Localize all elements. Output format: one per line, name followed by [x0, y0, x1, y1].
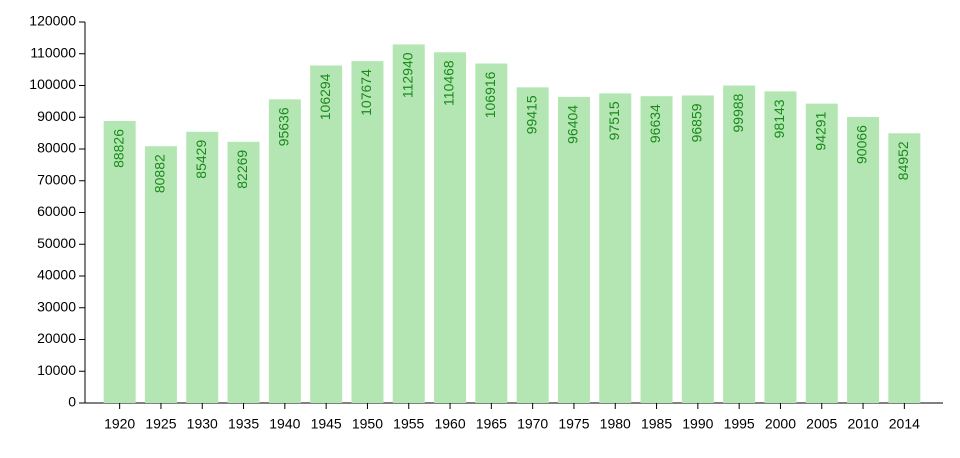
x-tick-label: 1955	[393, 416, 424, 432]
bar	[681, 95, 714, 404]
value-label: 84952	[895, 141, 911, 180]
bar	[268, 99, 301, 403]
x-tick-label: 1970	[517, 416, 548, 432]
x-tick-label: 1995	[724, 416, 755, 432]
y-tick-label: 100000	[29, 76, 76, 92]
value-label: 96859	[689, 103, 705, 142]
value-label: 88826	[110, 129, 126, 168]
x-tick-label: 1990	[682, 416, 713, 432]
value-label: 82269	[234, 150, 250, 189]
value-label: 95636	[276, 107, 292, 146]
x-tick-label: 1925	[145, 416, 176, 432]
x-tick-label: 2000	[765, 416, 796, 432]
value-label: 96634	[647, 104, 663, 143]
x-tick-label: 1945	[311, 416, 342, 432]
y-tick-label: 40000	[37, 267, 76, 283]
bar	[227, 141, 260, 403]
bar	[805, 103, 838, 404]
bar	[847, 117, 880, 403]
bar	[144, 146, 177, 403]
bar	[723, 85, 756, 404]
y-tick-label: 120000	[29, 13, 76, 29]
bar	[888, 133, 921, 403]
value-label: 94291	[812, 111, 828, 150]
y-tick-label: 30000	[37, 298, 76, 314]
value-label: 107674	[358, 69, 374, 116]
bar	[310, 65, 343, 404]
bar	[392, 44, 425, 404]
value-label: 112940	[399, 52, 415, 98]
y-tick-label: 110000	[30, 44, 76, 60]
value-label: 99415	[523, 95, 539, 134]
bar	[186, 131, 219, 403]
value-label: 98143	[771, 99, 787, 138]
x-tick-label: 2005	[806, 416, 837, 432]
y-tick-label: 70000	[37, 171, 76, 187]
x-tick-label: 2010	[847, 416, 878, 432]
x-tick-label: 1930	[187, 416, 218, 432]
y-tick-label: 0	[68, 394, 76, 410]
x-tick-label: 1940	[269, 416, 300, 432]
y-tick-label: 10000	[37, 362, 76, 378]
bar	[434, 52, 467, 403]
y-tick-label: 90000	[37, 108, 76, 124]
value-label: 90066	[854, 125, 870, 164]
x-tick-label: 1965	[476, 416, 507, 432]
value-label: 110468	[441, 60, 457, 106]
bar	[640, 96, 673, 404]
y-tick-label: 60000	[37, 203, 76, 219]
bar	[516, 87, 549, 404]
x-tick-label: 2014	[889, 416, 920, 432]
value-label: 106294	[317, 73, 333, 120]
x-tick-label: 1985	[641, 416, 672, 432]
bar	[764, 91, 797, 404]
y-tick-label: 50000	[37, 235, 76, 251]
value-label: 99988	[730, 93, 746, 132]
bar	[557, 96, 590, 403]
x-tick-label: 1980	[600, 416, 631, 432]
x-tick-label: 1960	[434, 416, 465, 432]
value-label: 106916	[482, 71, 498, 118]
x-tick-label: 1920	[104, 416, 135, 432]
y-tick-label: 80000	[37, 140, 76, 156]
x-tick-label: 1975	[558, 416, 589, 432]
x-tick-label: 1935	[228, 416, 259, 432]
value-label: 96404	[565, 105, 581, 144]
bar	[599, 93, 632, 403]
y-tick-label: 20000	[37, 330, 76, 346]
bar	[475, 63, 508, 404]
value-label: 97515	[606, 101, 622, 140]
bar	[351, 61, 384, 404]
x-tick-label: 1950	[352, 416, 383, 432]
value-label: 80882	[152, 154, 168, 193]
bar	[103, 120, 136, 403]
value-label: 85429	[193, 140, 209, 179]
